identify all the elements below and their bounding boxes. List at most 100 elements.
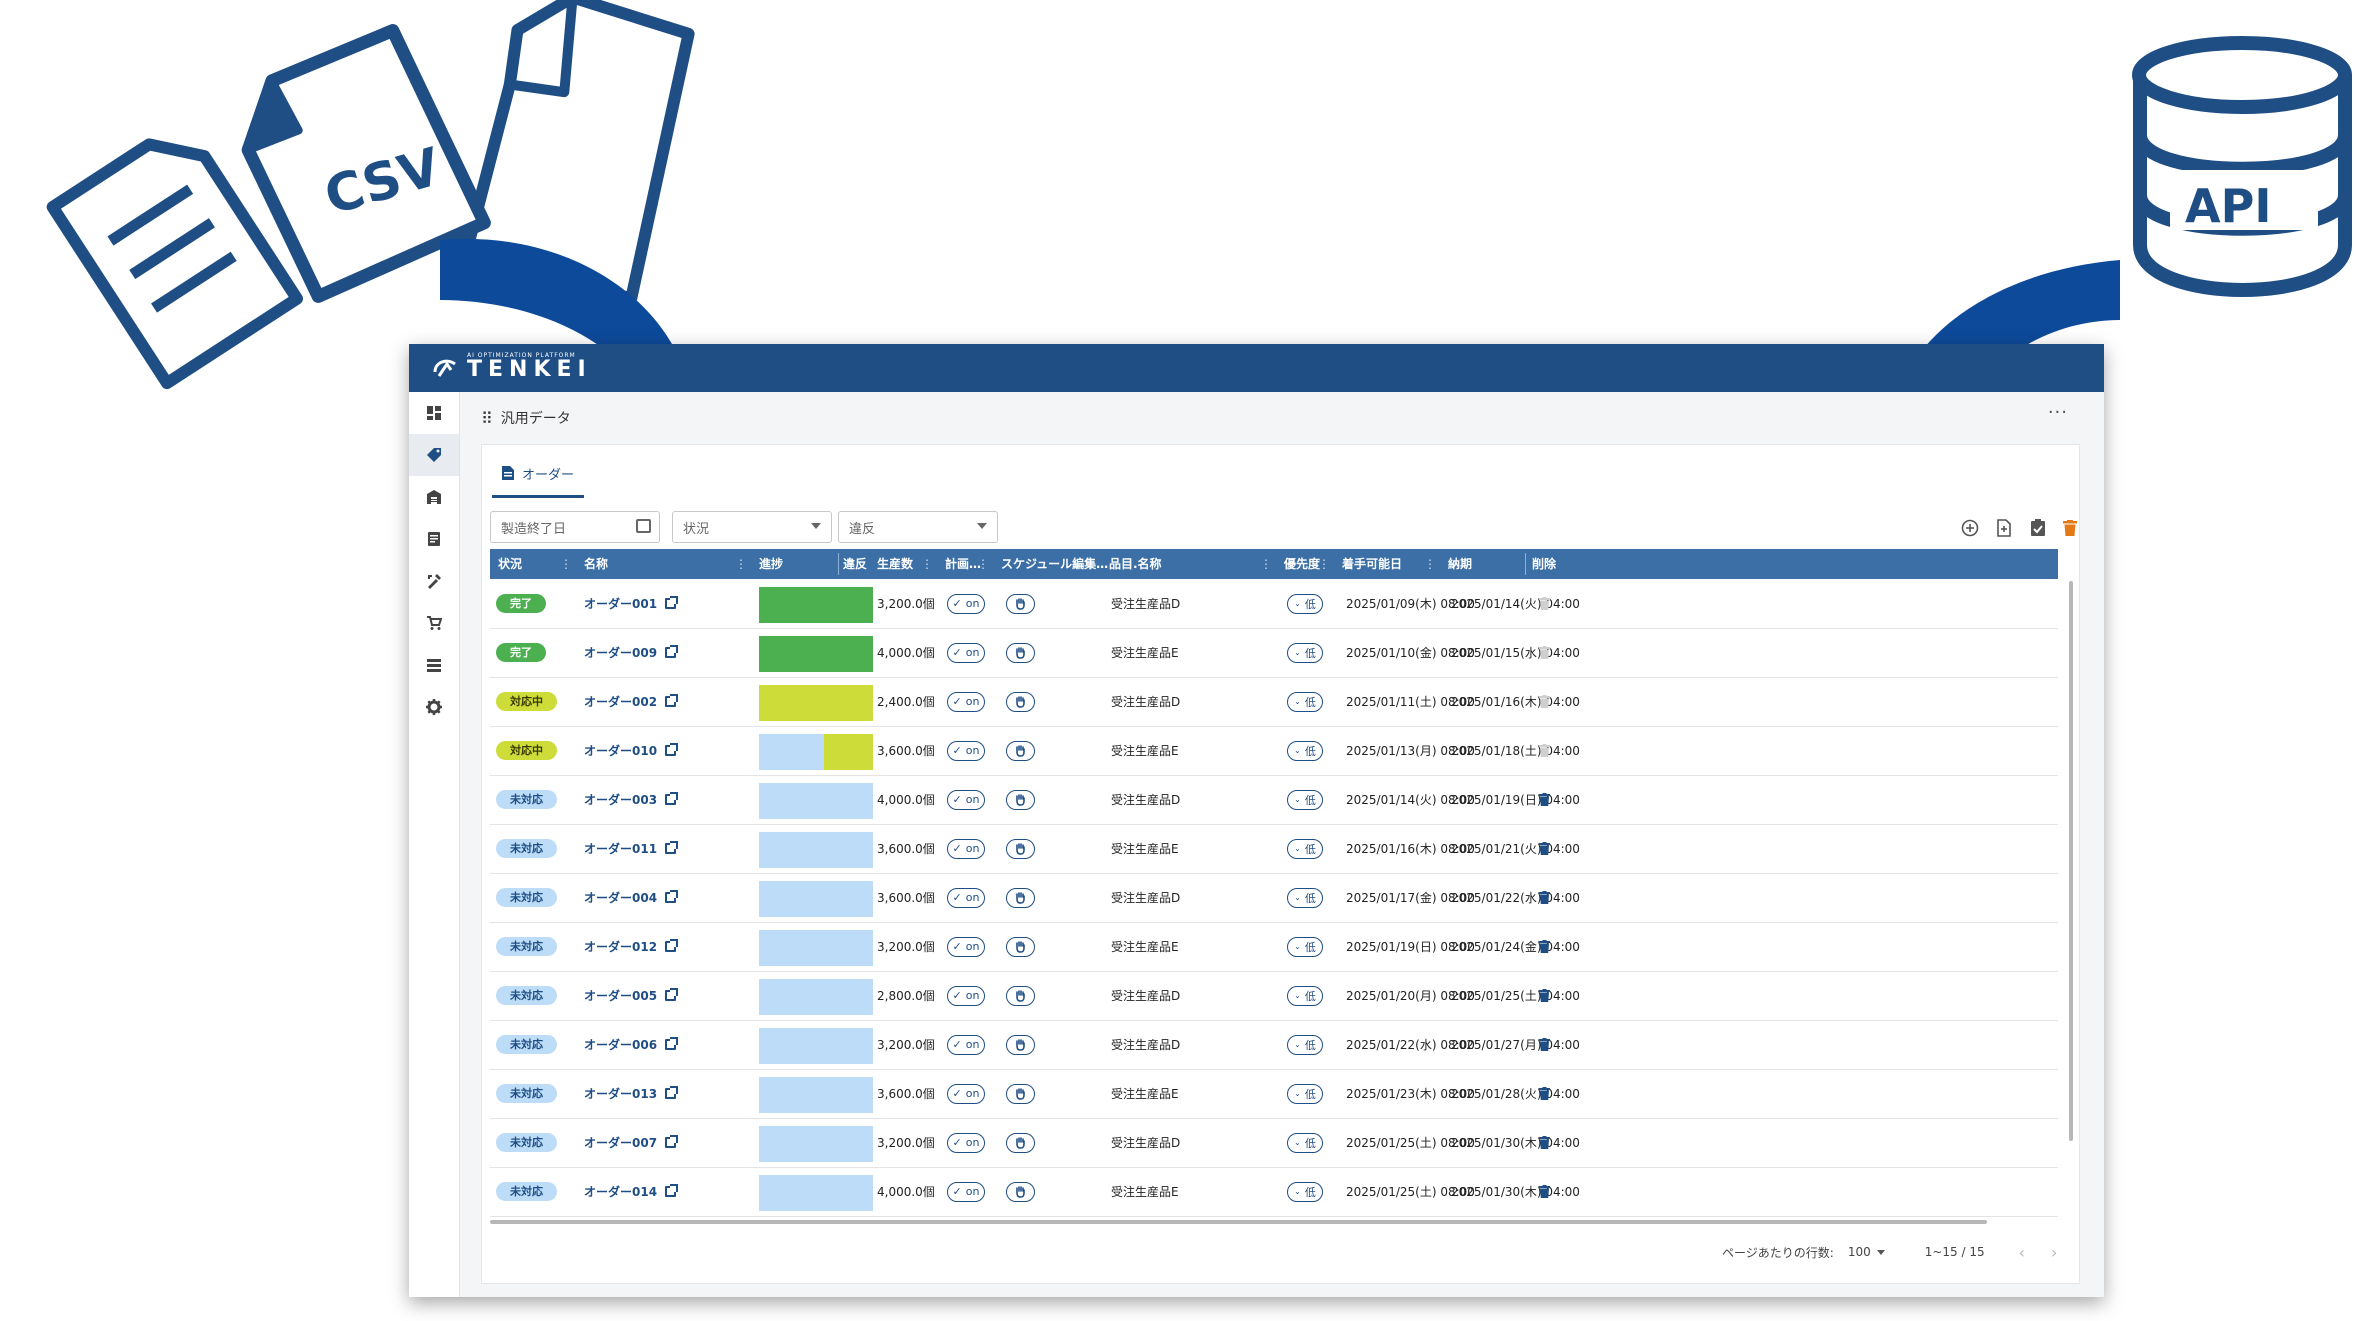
vertical-scrollbar[interactable] (2069, 581, 2073, 1141)
column-menu-icon[interactable]: ⋮ (1260, 557, 1272, 571)
table-row[interactable]: 未対応 オーダー005 2,800.0個 ✓ on 受注生産品D ⌄ 低 2025/01/20(… (490, 971, 2058, 1021)
order-link[interactable]: オーダー014 (584, 1183, 679, 1200)
priority-select[interactable]: ⌄ 低 (1287, 985, 1323, 1006)
plan-toggle[interactable]: ✓ on (947, 691, 985, 712)
column-menu-icon[interactable]: ⋮ (1085, 557, 1097, 571)
priority-select[interactable]: ⌄ 低 (1287, 593, 1323, 614)
column-menu-icon[interactable]: ⋮ (560, 557, 572, 571)
schedule-edit-button[interactable] (1006, 985, 1035, 1006)
order-link[interactable]: オーダー003 (584, 791, 679, 808)
column-menu-icon[interactable]: ⋮ (921, 557, 933, 571)
next-page-icon[interactable]: › (2051, 1242, 2058, 1262)
end-date-filter[interactable]: 製造終了日 (490, 511, 660, 543)
plan-toggle[interactable]: ✓ on (947, 740, 985, 761)
tab-orders[interactable]: オーダー (492, 451, 585, 498)
import-button[interactable] (1994, 518, 2014, 538)
order-link[interactable]: オーダー004 (584, 889, 679, 906)
schedule-edit-button[interactable] (1006, 1132, 1035, 1153)
order-link[interactable]: オーダー012 (584, 938, 679, 955)
open-external-icon[interactable] (665, 939, 679, 952)
delete-button[interactable] (1538, 989, 1550, 1003)
priority-select[interactable]: ⌄ 低 (1287, 1034, 1323, 1055)
open-external-icon[interactable] (665, 1037, 679, 1050)
check-button[interactable] (2028, 518, 2048, 538)
delete-button[interactable] (1538, 1136, 1550, 1150)
sidebar-item-list[interactable] (409, 644, 459, 686)
sidebar-item-factory[interactable] (409, 476, 459, 518)
schedule-edit-button[interactable] (1006, 838, 1035, 859)
delete-button[interactable] (1538, 842, 1550, 856)
priority-select[interactable]: ⌄ 低 (1287, 838, 1323, 859)
column-menu-icon[interactable]: ⋮ (1424, 557, 1436, 571)
schedule-edit-button[interactable] (1006, 593, 1035, 614)
table-row[interactable]: 未対応 オーダー007 3,200.0個 ✓ on 受注生産品D ⌄ 低 2025/01/25(… (490, 1118, 2058, 1168)
add-button[interactable] (1960, 518, 1980, 538)
previous-page-icon[interactable]: ‹ (2018, 1242, 2026, 1262)
order-link[interactable]: オーダー010 (584, 742, 679, 759)
column-header-start[interactable]: 着手可能日 ⋮ (1334, 549, 1440, 579)
column-header-schedule[interactable]: スケジュール編集… ⋮ (993, 549, 1108, 579)
sidebar-item-cart[interactable] (409, 602, 459, 644)
schedule-edit-button[interactable] (1006, 642, 1035, 663)
sidebar-item-report[interactable] (409, 518, 459, 560)
table-row[interactable]: 未対応 オーダー003 4,000.0個 ✓ on 受注生産品D ⌄ 低 2025/01/14(… (490, 775, 2058, 825)
open-external-icon[interactable] (665, 1086, 679, 1099)
rows-per-page-select[interactable]: 100 (1848, 1245, 1885, 1259)
column-header-due[interactable]: 納期 (1440, 549, 1526, 579)
open-external-icon[interactable] (665, 988, 679, 1001)
order-link[interactable]: オーダー009 (584, 644, 679, 661)
table-row[interactable]: 未対応 オーダー011 3,600.0個 ✓ on 受注生産品E ⌄ 低 2025/01/16(… (490, 824, 2058, 874)
schedule-edit-button[interactable] (1006, 691, 1035, 712)
column-header-name[interactable]: 名称 ⋮ (576, 549, 751, 579)
order-link[interactable]: オーダー007 (584, 1134, 679, 1151)
priority-select[interactable]: ⌄ 低 (1287, 789, 1323, 810)
column-header-priority[interactable]: 優先度 ⋮ (1276, 549, 1334, 579)
plan-toggle[interactable]: ✓ on (947, 642, 985, 663)
column-menu-icon[interactable]: ⋮ (977, 557, 989, 571)
open-external-icon[interactable] (665, 1135, 679, 1148)
priority-select[interactable]: ⌄ 低 (1287, 642, 1323, 663)
schedule-edit-button[interactable] (1006, 936, 1035, 957)
order-link[interactable]: オーダー011 (584, 840, 679, 857)
column-header-status[interactable]: 状況 ⋮ (490, 549, 576, 579)
priority-select[interactable]: ⌄ 低 (1287, 936, 1323, 957)
column-header-plan[interactable]: 計画… ⋮ (937, 549, 993, 579)
delete-button[interactable] (1538, 940, 1550, 954)
column-header-item[interactable]: 品目.名称 ⋮ (1101, 549, 1276, 579)
horizontal-scrollbar[interactable] (490, 1220, 1987, 1224)
priority-select[interactable]: ⌄ 低 (1287, 691, 1323, 712)
sidebar-item-settings[interactable] (409, 686, 459, 728)
priority-select[interactable]: ⌄ 低 (1287, 887, 1323, 908)
column-menu-icon[interactable]: ⋮ (735, 557, 747, 571)
plan-toggle[interactable]: ✓ on (947, 936, 985, 957)
table-row[interactable]: 未対応 オーダー012 3,200.0個 ✓ on 受注生産品E ⌄ 低 2025/01/19(… (490, 922, 2058, 972)
table-row[interactable]: 完了 オーダー009 4,000.0個 ✓ on 受注生産品E ⌄ 低 2025/01/10(金… (490, 628, 2058, 678)
delete-button[interactable] (1538, 1038, 1550, 1052)
schedule-edit-button[interactable] (1006, 740, 1035, 761)
order-link[interactable]: オーダー001 (584, 595, 679, 612)
column-menu-icon[interactable]: ⋮ (1318, 557, 1330, 571)
status-filter[interactable]: 状況 (672, 511, 832, 543)
order-link[interactable]: オーダー005 (584, 987, 679, 1004)
open-external-icon[interactable] (665, 890, 679, 903)
order-link[interactable]: オーダー002 (584, 693, 679, 710)
more-options-icon[interactable]: ··· (2047, 402, 2068, 423)
sidebar-item-edit-tools[interactable] (409, 560, 459, 602)
delete-button[interactable] (1538, 1087, 1550, 1101)
delete-button[interactable] (1538, 1185, 1550, 1199)
schedule-edit-button[interactable] (1006, 1083, 1035, 1104)
open-external-icon[interactable] (665, 694, 679, 707)
schedule-edit-button[interactable] (1006, 1034, 1035, 1055)
open-external-icon[interactable] (665, 1184, 679, 1197)
open-external-icon[interactable] (665, 596, 679, 609)
priority-select[interactable]: ⌄ 低 (1287, 1181, 1323, 1202)
table-row[interactable]: 完了 オーダー001 3,200.0個 ✓ on 受注生産品D ⌄ 低 2025/01/09(木… (490, 579, 2058, 629)
order-link[interactable]: オーダー013 (584, 1085, 679, 1102)
delete-button[interactable] (1538, 891, 1550, 905)
table-row[interactable]: 対応中 オーダー002 2,400.0個 ✓ on 受注生産品D ⌄ 低 2025/01/11(… (490, 677, 2058, 727)
sidebar-item-dashboard[interactable] (409, 392, 459, 434)
table-row[interactable]: 未対応 オーダー006 3,200.0個 ✓ on 受注生産品D ⌄ 低 2025/01/22(… (490, 1020, 2058, 1070)
schedule-edit-button[interactable] (1006, 1181, 1035, 1202)
open-external-icon[interactable] (665, 743, 679, 756)
open-external-icon[interactable] (665, 645, 679, 658)
